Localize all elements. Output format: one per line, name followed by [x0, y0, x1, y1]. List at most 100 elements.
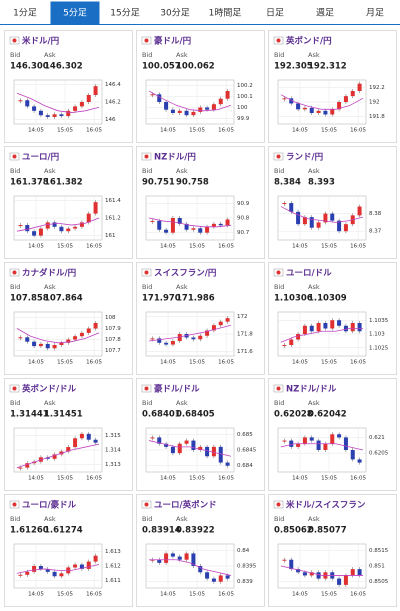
bid-value: 171.970: [142, 294, 181, 304]
tab-label[interactable]: 日足: [266, 8, 284, 19]
tab[interactable]: 15分足: [101, 2, 149, 24]
candle: [350, 569, 355, 576]
x-tick-label: 14:05: [28, 128, 44, 134]
moving-average: [280, 94, 364, 110]
pair-name[interactable]: 英ポンド/ドル: [21, 384, 77, 395]
flag-mark: [144, 502, 149, 507]
y-tick-label: 161.2: [105, 216, 121, 222]
candle: [282, 98, 287, 100]
pair-name[interactable]: 米ドル/スイスフラン: [286, 500, 366, 511]
candle: [25, 337, 30, 342]
x-tick-label: 14:05: [160, 592, 176, 598]
pair-name[interactable]: スイスフラン/円: [154, 269, 216, 279]
pair-name[interactable]: 豪ドル/円: [154, 36, 191, 47]
candle: [157, 94, 162, 102]
y-tick-label: 100.1: [237, 94, 253, 100]
candle: [218, 446, 223, 463]
candle: [205, 107, 210, 110]
candle: [198, 566, 203, 573]
pair-name[interactable]: 米ドル/円: [22, 36, 59, 47]
tab-bg[interactable]: [301, 2, 349, 24]
x-tick-label: 16:05: [86, 360, 102, 366]
tab[interactable]: 5分足: [50, 1, 100, 25]
tab-bg[interactable]: [251, 2, 299, 24]
y-tick-label: 108: [105, 315, 116, 321]
bid-label: Bid: [274, 283, 284, 291]
y-tick-label: 192.2: [369, 85, 385, 91]
x-tick-label: 16:05: [350, 244, 366, 250]
y-tick-label: 1.315: [105, 433, 121, 439]
candle: [316, 110, 321, 113]
y-tick-label: 161.4: [105, 198, 121, 204]
pair-name[interactable]: 英ポンド/円: [285, 36, 332, 47]
candle: [18, 574, 23, 576]
candle: [337, 434, 342, 438]
candle: [296, 443, 301, 447]
tab-label[interactable]: 15分足: [110, 8, 139, 19]
x-tick-label: 15:05: [321, 128, 337, 134]
candle: [150, 437, 155, 439]
pair-name[interactable]: ユーロ/豪ドル: [22, 500, 77, 511]
candle: [170, 553, 175, 557]
tab[interactable]: 月足: [351, 2, 399, 24]
bid-value: 146.300: [10, 62, 49, 72]
candle: [218, 98, 223, 105]
candle: [337, 578, 342, 585]
candle: [191, 440, 196, 450]
x-tick-label: 15:05: [189, 592, 205, 598]
tab-label[interactable]: 週足: [316, 8, 334, 19]
tab-bg[interactable]: [201, 2, 249, 24]
tab[interactable]: 30分足: [151, 2, 199, 24]
x-tick-label: 14:05: [28, 592, 44, 598]
pair-name[interactable]: ユーロ/円: [22, 153, 59, 163]
y-tick-label: 0.839: [237, 579, 253, 585]
tab[interactable]: 週足: [301, 2, 349, 24]
tab[interactable]: 日足: [251, 2, 299, 24]
candle: [309, 437, 314, 441]
pair-name[interactable]: ユーロ/ドル: [286, 269, 332, 279]
tab-label[interactable]: 30分足: [160, 8, 189, 19]
ask-value: 0.85077: [308, 526, 347, 536]
x-tick-label: 14:05: [160, 476, 176, 482]
ask-value: 146.302: [44, 62, 83, 72]
candle: [86, 213, 91, 223]
candle: [25, 463, 30, 468]
candle: [225, 91, 230, 99]
bid-label: Bid: [274, 167, 284, 175]
pair-name[interactable]: カナダドル/円: [22, 268, 76, 279]
tab[interactable]: 1時間足: [201, 2, 249, 24]
tab-bg[interactable]: [351, 2, 399, 24]
bid-value: 1.10306: [274, 294, 313, 304]
y-tick-label: 146.4: [105, 82, 121, 88]
ask-label: Ask: [176, 283, 188, 291]
y-tick-label: 90.9: [237, 201, 250, 207]
tab-bg[interactable]: [1, 2, 49, 24]
pair-name[interactable]: ランド/円: [286, 153, 323, 163]
pair-name[interactable]: NZドル/ドル: [286, 385, 337, 395]
tab-label[interactable]: 月足: [366, 8, 384, 19]
candle: [93, 323, 98, 329]
tab[interactable]: 1分足: [1, 2, 49, 24]
x-tick-label: 16:05: [218, 128, 234, 134]
tab-label[interactable]: 1分足: [13, 8, 37, 19]
y-tick-label: 1.611: [105, 578, 121, 584]
pair-name[interactable]: 豪ドル/ドル: [154, 384, 200, 395]
tab-label[interactable]: 5分足: [63, 8, 87, 19]
ask-value: 0.68405: [176, 410, 215, 420]
moving-average: [148, 440, 232, 457]
pair-name[interactable]: ユーロ/英ポンド: [154, 500, 217, 511]
candle: [343, 96, 348, 102]
flag-mark: [144, 38, 149, 43]
bid-label: Bid: [142, 399, 152, 407]
candle: [25, 100, 30, 107]
candle: [309, 217, 314, 228]
tab-label[interactable]: 1時間足: [209, 8, 242, 19]
flag-mark: [12, 154, 17, 159]
tab-bg[interactable]: [101, 2, 149, 24]
tab-bg[interactable]: [151, 2, 199, 24]
tab-bg[interactable]: [50, 1, 100, 25]
pair-name[interactable]: NZドル/円: [154, 153, 196, 163]
x-tick-label: 14:05: [28, 244, 44, 250]
y-tick-label: 8.37: [369, 229, 382, 235]
